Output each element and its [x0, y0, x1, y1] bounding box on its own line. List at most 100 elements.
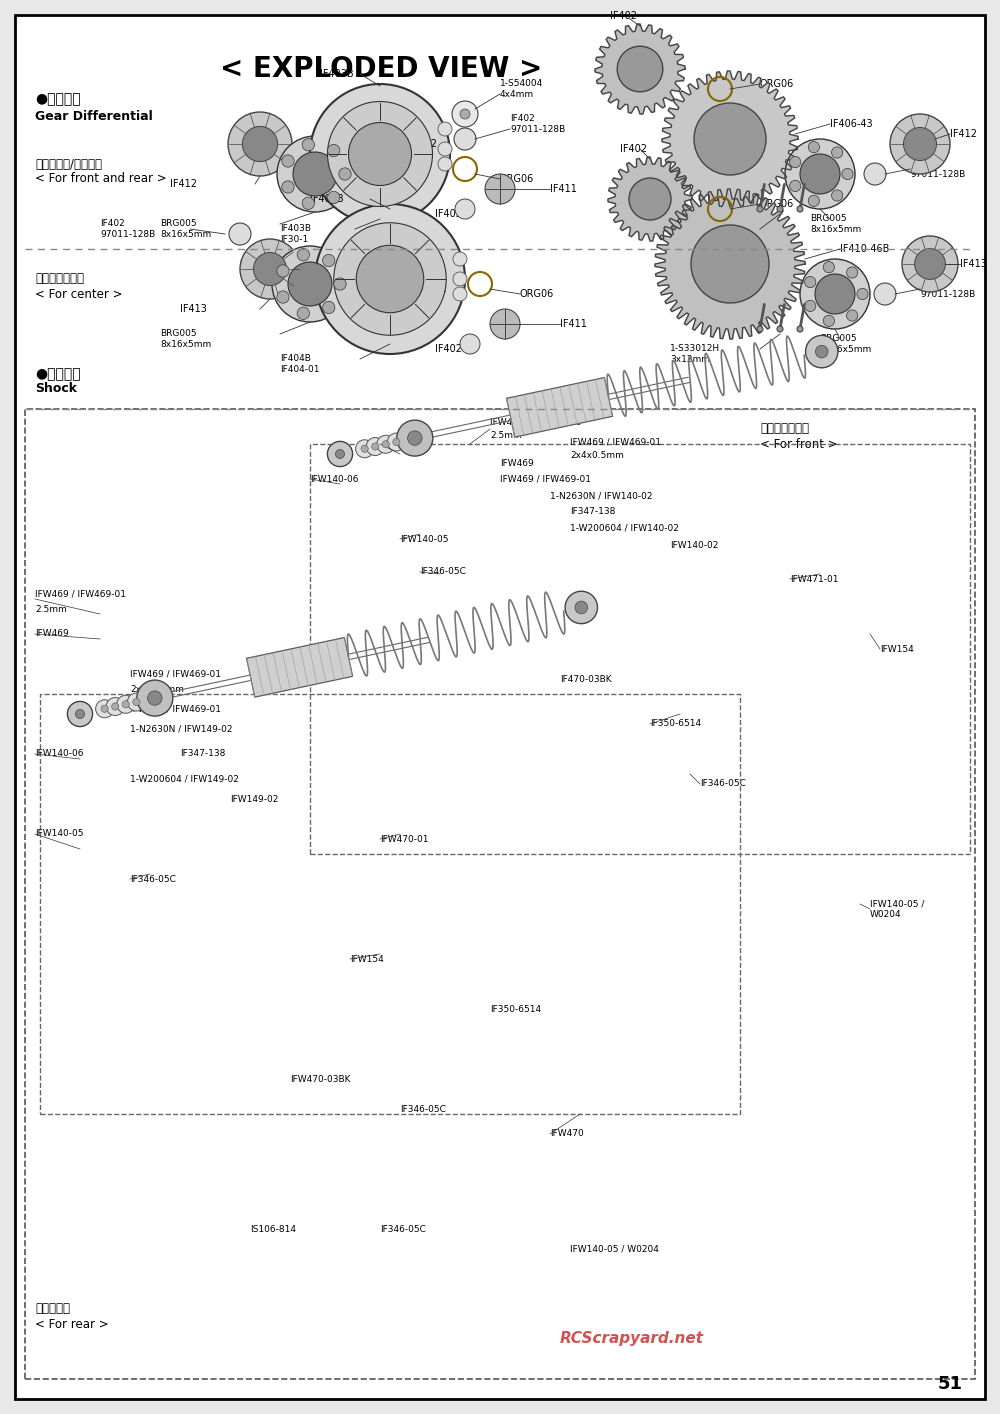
- Text: ORG06: ORG06: [520, 288, 554, 298]
- Text: IFW470-01: IFW470-01: [380, 834, 428, 844]
- Text: IFW469: IFW469: [500, 460, 534, 468]
- Text: IFW471: IFW471: [380, 440, 414, 448]
- Circle shape: [455, 199, 475, 219]
- Circle shape: [302, 139, 314, 151]
- Polygon shape: [608, 157, 692, 240]
- Polygon shape: [507, 378, 613, 437]
- Text: ＜センター用＞: ＜センター用＞: [35, 273, 84, 286]
- Text: IF347-138: IF347-138: [180, 749, 225, 758]
- Circle shape: [790, 157, 801, 168]
- Text: ●デフギヤ: ●デフギヤ: [35, 92, 81, 106]
- Circle shape: [282, 181, 294, 194]
- Text: IF402
97011-128B: IF402 97011-128B: [510, 115, 565, 134]
- Circle shape: [902, 236, 958, 293]
- Circle shape: [847, 310, 858, 321]
- Circle shape: [785, 139, 855, 209]
- Circle shape: [127, 693, 145, 711]
- Circle shape: [288, 262, 332, 305]
- Circle shape: [565, 591, 598, 624]
- Text: IF412: IF412: [170, 180, 197, 189]
- Circle shape: [339, 168, 351, 180]
- Circle shape: [106, 697, 124, 715]
- Circle shape: [777, 206, 783, 212]
- Text: 2x4x0.5mm: 2x4x0.5mm: [570, 451, 624, 461]
- Text: IFW140-06: IFW140-06: [35, 749, 84, 758]
- Circle shape: [808, 195, 819, 206]
- Text: IF350-6514: IF350-6514: [650, 720, 701, 728]
- Circle shape: [310, 83, 450, 223]
- Text: IF402
97011-128B: IF402 97011-128B: [920, 280, 975, 298]
- Text: IF346-05C: IF346-05C: [700, 779, 746, 789]
- Circle shape: [393, 438, 400, 445]
- Circle shape: [323, 301, 335, 314]
- Circle shape: [832, 147, 843, 158]
- Circle shape: [328, 144, 340, 157]
- Text: IFW140-05: IFW140-05: [35, 830, 84, 839]
- FancyBboxPatch shape: [15, 16, 985, 1398]
- Text: RCScrapyard.net: RCScrapyard.net: [560, 1332, 704, 1346]
- Text: 2x4x0.5mm: 2x4x0.5mm: [130, 684, 184, 693]
- Circle shape: [777, 327, 783, 332]
- Circle shape: [490, 310, 520, 339]
- Circle shape: [382, 441, 389, 448]
- Text: IF346-05C: IF346-05C: [130, 874, 176, 884]
- Circle shape: [790, 181, 801, 191]
- Text: 1-S33012H
3x12mm: 1-S33012H 3x12mm: [670, 344, 720, 363]
- Text: IF402
97011-128B: IF402 97011-128B: [910, 160, 965, 178]
- Circle shape: [293, 151, 337, 197]
- Circle shape: [857, 288, 868, 300]
- Circle shape: [112, 703, 119, 710]
- Circle shape: [372, 443, 379, 450]
- Text: IFW469 / IFW469-01: IFW469 / IFW469-01: [570, 437, 661, 447]
- Text: IF403B: IF403B: [320, 69, 354, 79]
- Text: IF347-138: IF347-138: [570, 508, 615, 516]
- Circle shape: [334, 223, 446, 335]
- Text: 2.5mm: 2.5mm: [35, 605, 67, 614]
- Text: IFW140-05 / W0204: IFW140-05 / W0204: [570, 1244, 659, 1253]
- Circle shape: [356, 245, 424, 312]
- Circle shape: [133, 699, 140, 706]
- Circle shape: [438, 122, 452, 136]
- Circle shape: [617, 47, 663, 92]
- Polygon shape: [247, 638, 353, 697]
- Circle shape: [847, 267, 858, 279]
- Text: BRG005
8x16x5mm: BRG005 8x16x5mm: [810, 215, 861, 233]
- Circle shape: [328, 191, 340, 204]
- Circle shape: [240, 239, 300, 298]
- Text: < For front and rear >: < For front and rear >: [35, 173, 167, 185]
- Text: IFW471-01: IFW471-01: [790, 574, 838, 584]
- Text: BRG005
8x16x5mm: BRG005 8x16x5mm: [160, 219, 211, 239]
- Circle shape: [315, 204, 465, 354]
- Circle shape: [842, 168, 853, 180]
- Circle shape: [148, 691, 162, 706]
- Circle shape: [797, 206, 803, 212]
- Text: BRG005
8x16x5mm: BRG005 8x16x5mm: [820, 334, 871, 354]
- Text: IF402
97011-128B: IF402 97011-128B: [100, 219, 155, 239]
- Circle shape: [815, 345, 828, 358]
- Text: 1-N2630N / IFW149-02: 1-N2630N / IFW149-02: [130, 724, 232, 734]
- Text: IF413: IF413: [180, 304, 207, 314]
- Circle shape: [277, 264, 289, 277]
- Text: IFW469 / IFW469-01: IFW469 / IFW469-01: [130, 669, 221, 679]
- Circle shape: [485, 174, 515, 204]
- Circle shape: [694, 103, 766, 175]
- Circle shape: [453, 271, 467, 286]
- Circle shape: [117, 696, 135, 713]
- Circle shape: [806, 335, 838, 368]
- Text: IF350-6514: IF350-6514: [490, 1004, 541, 1014]
- Circle shape: [349, 123, 412, 185]
- Circle shape: [800, 154, 840, 194]
- Text: IFW470-03BK: IFW470-03BK: [290, 1075, 351, 1083]
- Text: IF410-46B: IF410-46B: [840, 245, 889, 255]
- Text: IFW140-05: IFW140-05: [400, 534, 448, 543]
- Circle shape: [575, 601, 588, 614]
- Circle shape: [228, 112, 292, 175]
- Text: IFW154: IFW154: [350, 954, 384, 963]
- Circle shape: [137, 680, 173, 715]
- Text: 1-S54004
4x4mm: 1-S54004 4x4mm: [500, 79, 543, 99]
- Circle shape: [277, 136, 353, 212]
- Circle shape: [356, 440, 374, 458]
- Text: IF402: IF402: [435, 344, 462, 354]
- Circle shape: [242, 126, 278, 161]
- Polygon shape: [595, 24, 685, 115]
